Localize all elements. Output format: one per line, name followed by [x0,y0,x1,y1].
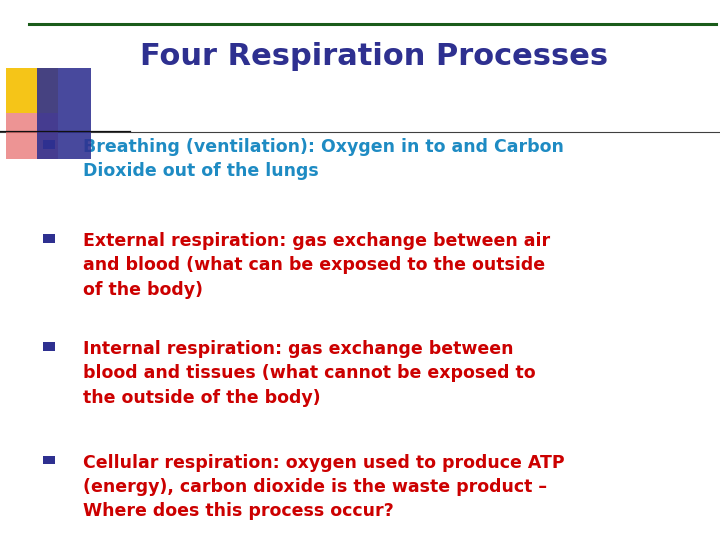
Text: Breathing (ventilation): Oxygen in to and Carbon
Dioxide out of the lungs: Breathing (ventilation): Oxygen in to an… [83,138,564,180]
Text: Cellular respiration: oxygen used to produce ATP
(energy), carbon dioxide is the: Cellular respiration: oxygen used to pro… [83,454,564,520]
Text: Four Respiration Processes: Four Respiration Processes [140,42,608,71]
FancyBboxPatch shape [43,140,55,149]
FancyBboxPatch shape [6,113,58,159]
FancyBboxPatch shape [37,68,91,159]
FancyBboxPatch shape [43,234,55,243]
Text: External respiration: gas exchange between air
and blood (what can be exposed to: External respiration: gas exchange betwe… [83,232,550,299]
FancyBboxPatch shape [43,456,55,464]
FancyBboxPatch shape [6,68,58,113]
FancyBboxPatch shape [43,342,55,351]
Text: Internal respiration: gas exchange between
blood and tissues (what cannot be exp: Internal respiration: gas exchange betwe… [83,340,536,407]
